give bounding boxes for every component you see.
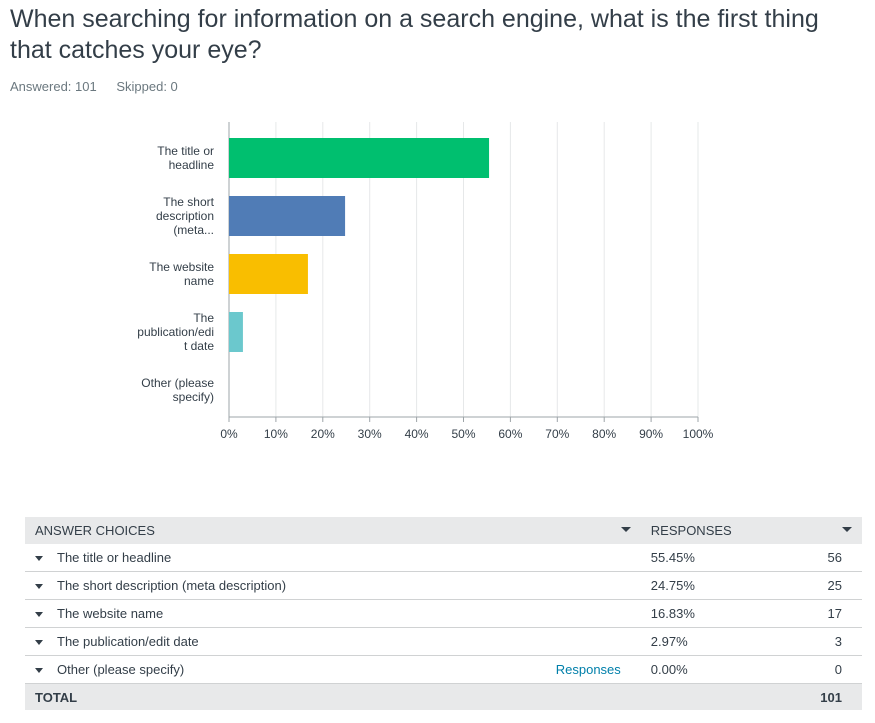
x-tick-label: 40% bbox=[405, 427, 429, 441]
responses-header[interactable]: RESPONSES bbox=[640, 517, 862, 544]
question-title: When searching for information on a sear… bbox=[10, 5, 819, 64]
category-label: The website name bbox=[149, 260, 214, 288]
table-row: Other (please specify) Responses 0.00% 0 bbox=[25, 655, 862, 684]
sort-caret-icon[interactable] bbox=[620, 527, 631, 532]
x-tick-label: 80% bbox=[592, 427, 616, 441]
response-stats: Answered: 101 Skipped: 0 bbox=[10, 79, 194, 94]
response-count: 3 bbox=[820, 627, 862, 656]
response-count: 56 bbox=[820, 544, 862, 572]
x-tick-label: 70% bbox=[545, 427, 569, 441]
response-count: 17 bbox=[820, 599, 862, 628]
category-label: The title or headline bbox=[157, 144, 214, 172]
bar[interactable] bbox=[229, 196, 346, 236]
bar[interactable] bbox=[229, 138, 490, 178]
x-tick-label: 50% bbox=[451, 427, 475, 441]
x-tick-label: 30% bbox=[358, 427, 382, 441]
bar[interactable] bbox=[229, 254, 308, 294]
response-percent: 24.75% bbox=[640, 571, 821, 600]
x-tick-label: 10% bbox=[264, 427, 288, 441]
bar-chart: The title or headline The short description… bbox=[137, 122, 714, 441]
total-count: 101 bbox=[820, 683, 862, 710]
results-table: ANSWER CHOICES RESPONSES The title or he… bbox=[25, 517, 862, 710]
response-percent: 2.97% bbox=[640, 627, 821, 656]
x-tick-label: 0% bbox=[220, 427, 238, 441]
expand-caret-icon[interactable] bbox=[35, 612, 43, 618]
table-row: The publication/edit date 2.97% 3 bbox=[25, 627, 862, 656]
response-count: 0 bbox=[820, 655, 862, 684]
choice-label: The publication/edit date bbox=[57, 634, 199, 649]
sort-caret-icon[interactable] bbox=[842, 527, 852, 532]
choice-label: Other (please specify) bbox=[57, 662, 185, 677]
choice-label: The website name bbox=[57, 606, 164, 621]
answered-count: Answered: 101 bbox=[10, 79, 97, 94]
response-count: 25 bbox=[820, 571, 862, 600]
expand-caret-icon[interactable] bbox=[35, 640, 43, 646]
responses-link[interactable]: Responses bbox=[555, 662, 621, 677]
total-label: TOTAL bbox=[25, 683, 641, 710]
table-row: The title or headline 55.45% 56 bbox=[25, 544, 862, 572]
answer-choices-header[interactable]: ANSWER CHOICES bbox=[25, 517, 641, 544]
response-percent: 0.00% bbox=[640, 655, 821, 684]
table-row: The short description (meta description)… bbox=[25, 571, 862, 600]
x-tick-label: 100% bbox=[683, 427, 714, 441]
choice-label: The title or headline bbox=[57, 550, 172, 565]
expand-caret-icon[interactable] bbox=[35, 668, 43, 674]
skipped-count: Skipped: 0 bbox=[116, 79, 178, 94]
response-percent: 55.45% bbox=[640, 544, 821, 572]
expand-caret-icon[interactable] bbox=[35, 556, 43, 562]
expand-caret-icon[interactable] bbox=[35, 584, 43, 590]
table-row: The website name 16.83% 17 bbox=[25, 599, 862, 628]
choice-label: The short description (meta description) bbox=[57, 578, 287, 593]
category-label: The short description (meta... bbox=[156, 195, 215, 237]
category-label: Other (please specify) bbox=[141, 376, 214, 404]
category-label: The publication/edi t date bbox=[137, 311, 214, 353]
x-tick-label: 90% bbox=[639, 427, 663, 441]
total-row: TOTAL 101 bbox=[25, 683, 862, 710]
response-percent: 16.83% bbox=[640, 599, 821, 628]
x-tick-label: 60% bbox=[498, 427, 522, 441]
bar[interactable] bbox=[229, 312, 243, 352]
x-tick-label: 20% bbox=[311, 427, 335, 441]
